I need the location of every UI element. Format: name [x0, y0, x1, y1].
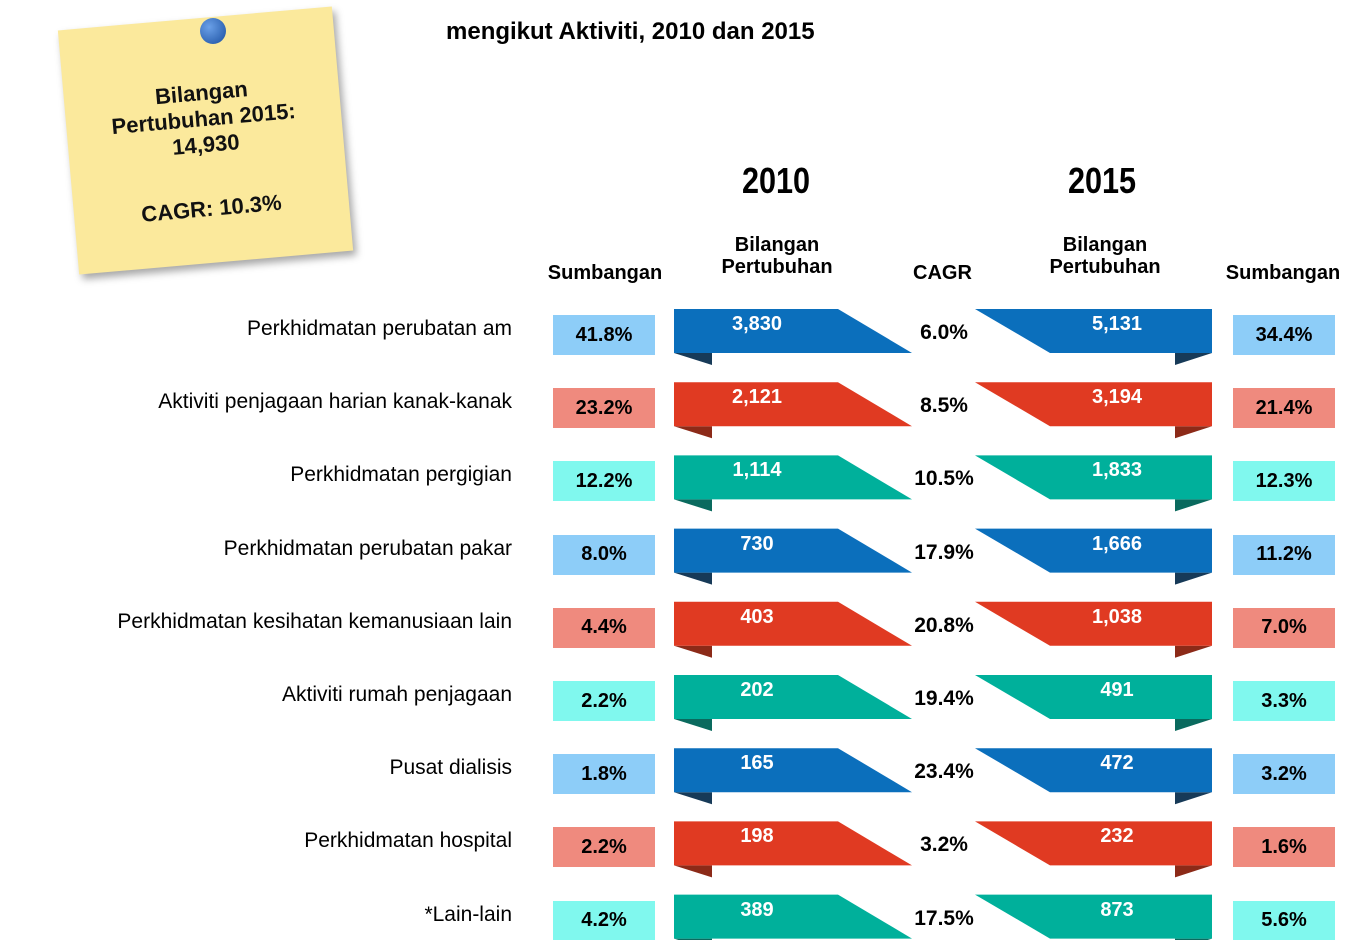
ribbon-fold	[674, 865, 712, 878]
title: mengikut Aktiviti, 2010 dan 2015	[446, 18, 815, 45]
ribbon	[674, 455, 912, 500]
cagr-value: 3.2%	[920, 833, 968, 857]
ribbon-fold	[674, 719, 712, 731]
column-header: Sumbangan	[1225, 262, 1341, 284]
row-label: Aktiviti rumah penjagaan	[282, 683, 512, 706]
ribbon	[975, 748, 1212, 793]
ribbon-fold	[674, 353, 712, 365]
share-box: 3.3%	[1233, 681, 1335, 721]
cagr-value: 17.5%	[914, 906, 974, 930]
row-label: Perkhidmatan hospital	[304, 829, 512, 853]
pin	[200, 18, 226, 44]
cagr-value: 19.4%	[914, 687, 974, 710]
ribbon-text: 1,038	[1091, 605, 1143, 628]
share-box: 41.8%	[553, 315, 655, 355]
ribbon-text: 3,194	[1091, 386, 1143, 409]
ribbon-fold	[1175, 865, 1212, 878]
ribbon-fold	[1175, 426, 1212, 439]
ribbon-text: 202	[740, 679, 774, 701]
ribbon-fold	[1175, 572, 1212, 585]
row-label: Perkhidmatan perubatan pakar	[223, 536, 512, 560]
ribbon-text: 389	[740, 898, 774, 921]
ribbon	[674, 601, 912, 646]
cagr-value: 20.8%	[914, 613, 974, 637]
row-label: *Lain-lain	[424, 902, 512, 926]
ribbon	[975, 309, 1212, 353]
ribbon	[674, 675, 912, 719]
share-box: 21.4%	[1233, 388, 1335, 429]
ribbon-text: 873	[1100, 898, 1134, 921]
row-label: Perkhidmatan pergigian	[290, 463, 512, 487]
ribbon-fold	[674, 426, 712, 439]
ribbon	[674, 382, 912, 427]
ribbon-text: 403	[740, 605, 774, 628]
ribbon-fold	[674, 645, 712, 658]
row-label: Aktiviti penjagaan harian kanak-kanak	[158, 390, 512, 414]
ribbon	[674, 528, 912, 573]
cagr-value: 23.4%	[914, 760, 974, 784]
ribbon-text: 1,666	[1091, 532, 1143, 555]
share-box: 11.2%	[1233, 534, 1335, 575]
ribbon	[975, 528, 1212, 573]
share-box: 23.2%	[553, 388, 655, 429]
column-header: Bilangan Pertubuhan	[1049, 234, 1161, 278]
ribbon	[674, 309, 912, 353]
share-box: 4.4%	[553, 607, 655, 648]
ribbon	[975, 821, 1212, 866]
row-label: Pusat dialisis	[389, 756, 512, 780]
share-box: 7.0%	[1233, 607, 1335, 648]
share-box: 2.2%	[553, 827, 655, 868]
share-box: 2.2%	[553, 681, 655, 721]
ribbon-fold	[674, 792, 712, 805]
ribbon	[674, 748, 912, 793]
ribbon-text: 232	[1100, 825, 1134, 848]
share-box: 1.8%	[553, 754, 655, 795]
share-box: 12.3%	[1233, 461, 1335, 502]
column-header: Bilangan Pertubuhan	[721, 234, 833, 278]
cagr-value: 6.0%	[920, 321, 968, 344]
ribbon	[975, 601, 1212, 646]
ribbon-text: 472	[1100, 752, 1134, 775]
ribbon-fold	[674, 572, 712, 585]
cagr-value: 10.5%	[914, 467, 974, 491]
ribbon-text: 198	[740, 825, 774, 848]
ribbon-fold	[674, 499, 712, 512]
ribbon-fold	[1175, 645, 1212, 658]
share-box: 8.0%	[553, 534, 655, 575]
cagr-value: 8.5%	[920, 394, 968, 418]
share-box: 12.2%	[553, 461, 655, 502]
ribbon-text: 3,830	[731, 313, 783, 335]
ribbon	[674, 894, 912, 939]
ribbon	[674, 821, 912, 866]
share-box: 34.4%	[1233, 315, 1335, 355]
ribbon-text: 5,131	[1091, 313, 1143, 335]
column-header: Sumbangan	[547, 262, 663, 284]
cagr-value: 17.9%	[914, 540, 974, 564]
ribbon	[975, 894, 1212, 939]
share-box: 5.6%	[1233, 900, 1335, 940]
ribbon	[975, 382, 1212, 427]
ribbon-fold	[1175, 499, 1212, 512]
ribbon	[975, 455, 1212, 500]
share-box: 1.6%	[1233, 827, 1335, 868]
ribbon-fold	[1175, 792, 1212, 805]
share-box: 3.2%	[1233, 754, 1335, 795]
ribbon-text: 730	[740, 532, 774, 555]
ribbon-text: 491	[1100, 679, 1134, 701]
ribbon-fold	[1175, 353, 1212, 365]
share-box: 4.2%	[553, 900, 655, 940]
ribbon-text: 165	[740, 752, 774, 775]
ribbon-text: 2,121	[731, 386, 783, 409]
ribbon-text: 1,833	[1091, 459, 1143, 482]
ribbon-text: 1,114	[732, 459, 782, 482]
ribbon-fold	[1175, 719, 1212, 731]
column-header: CAGR	[913, 262, 972, 284]
ribbon	[975, 675, 1212, 719]
row-label: Perkhidmatan kesihatan kemanusiaan lain	[117, 609, 512, 633]
row-label: Perkhidmatan perubatan am	[247, 317, 512, 340]
